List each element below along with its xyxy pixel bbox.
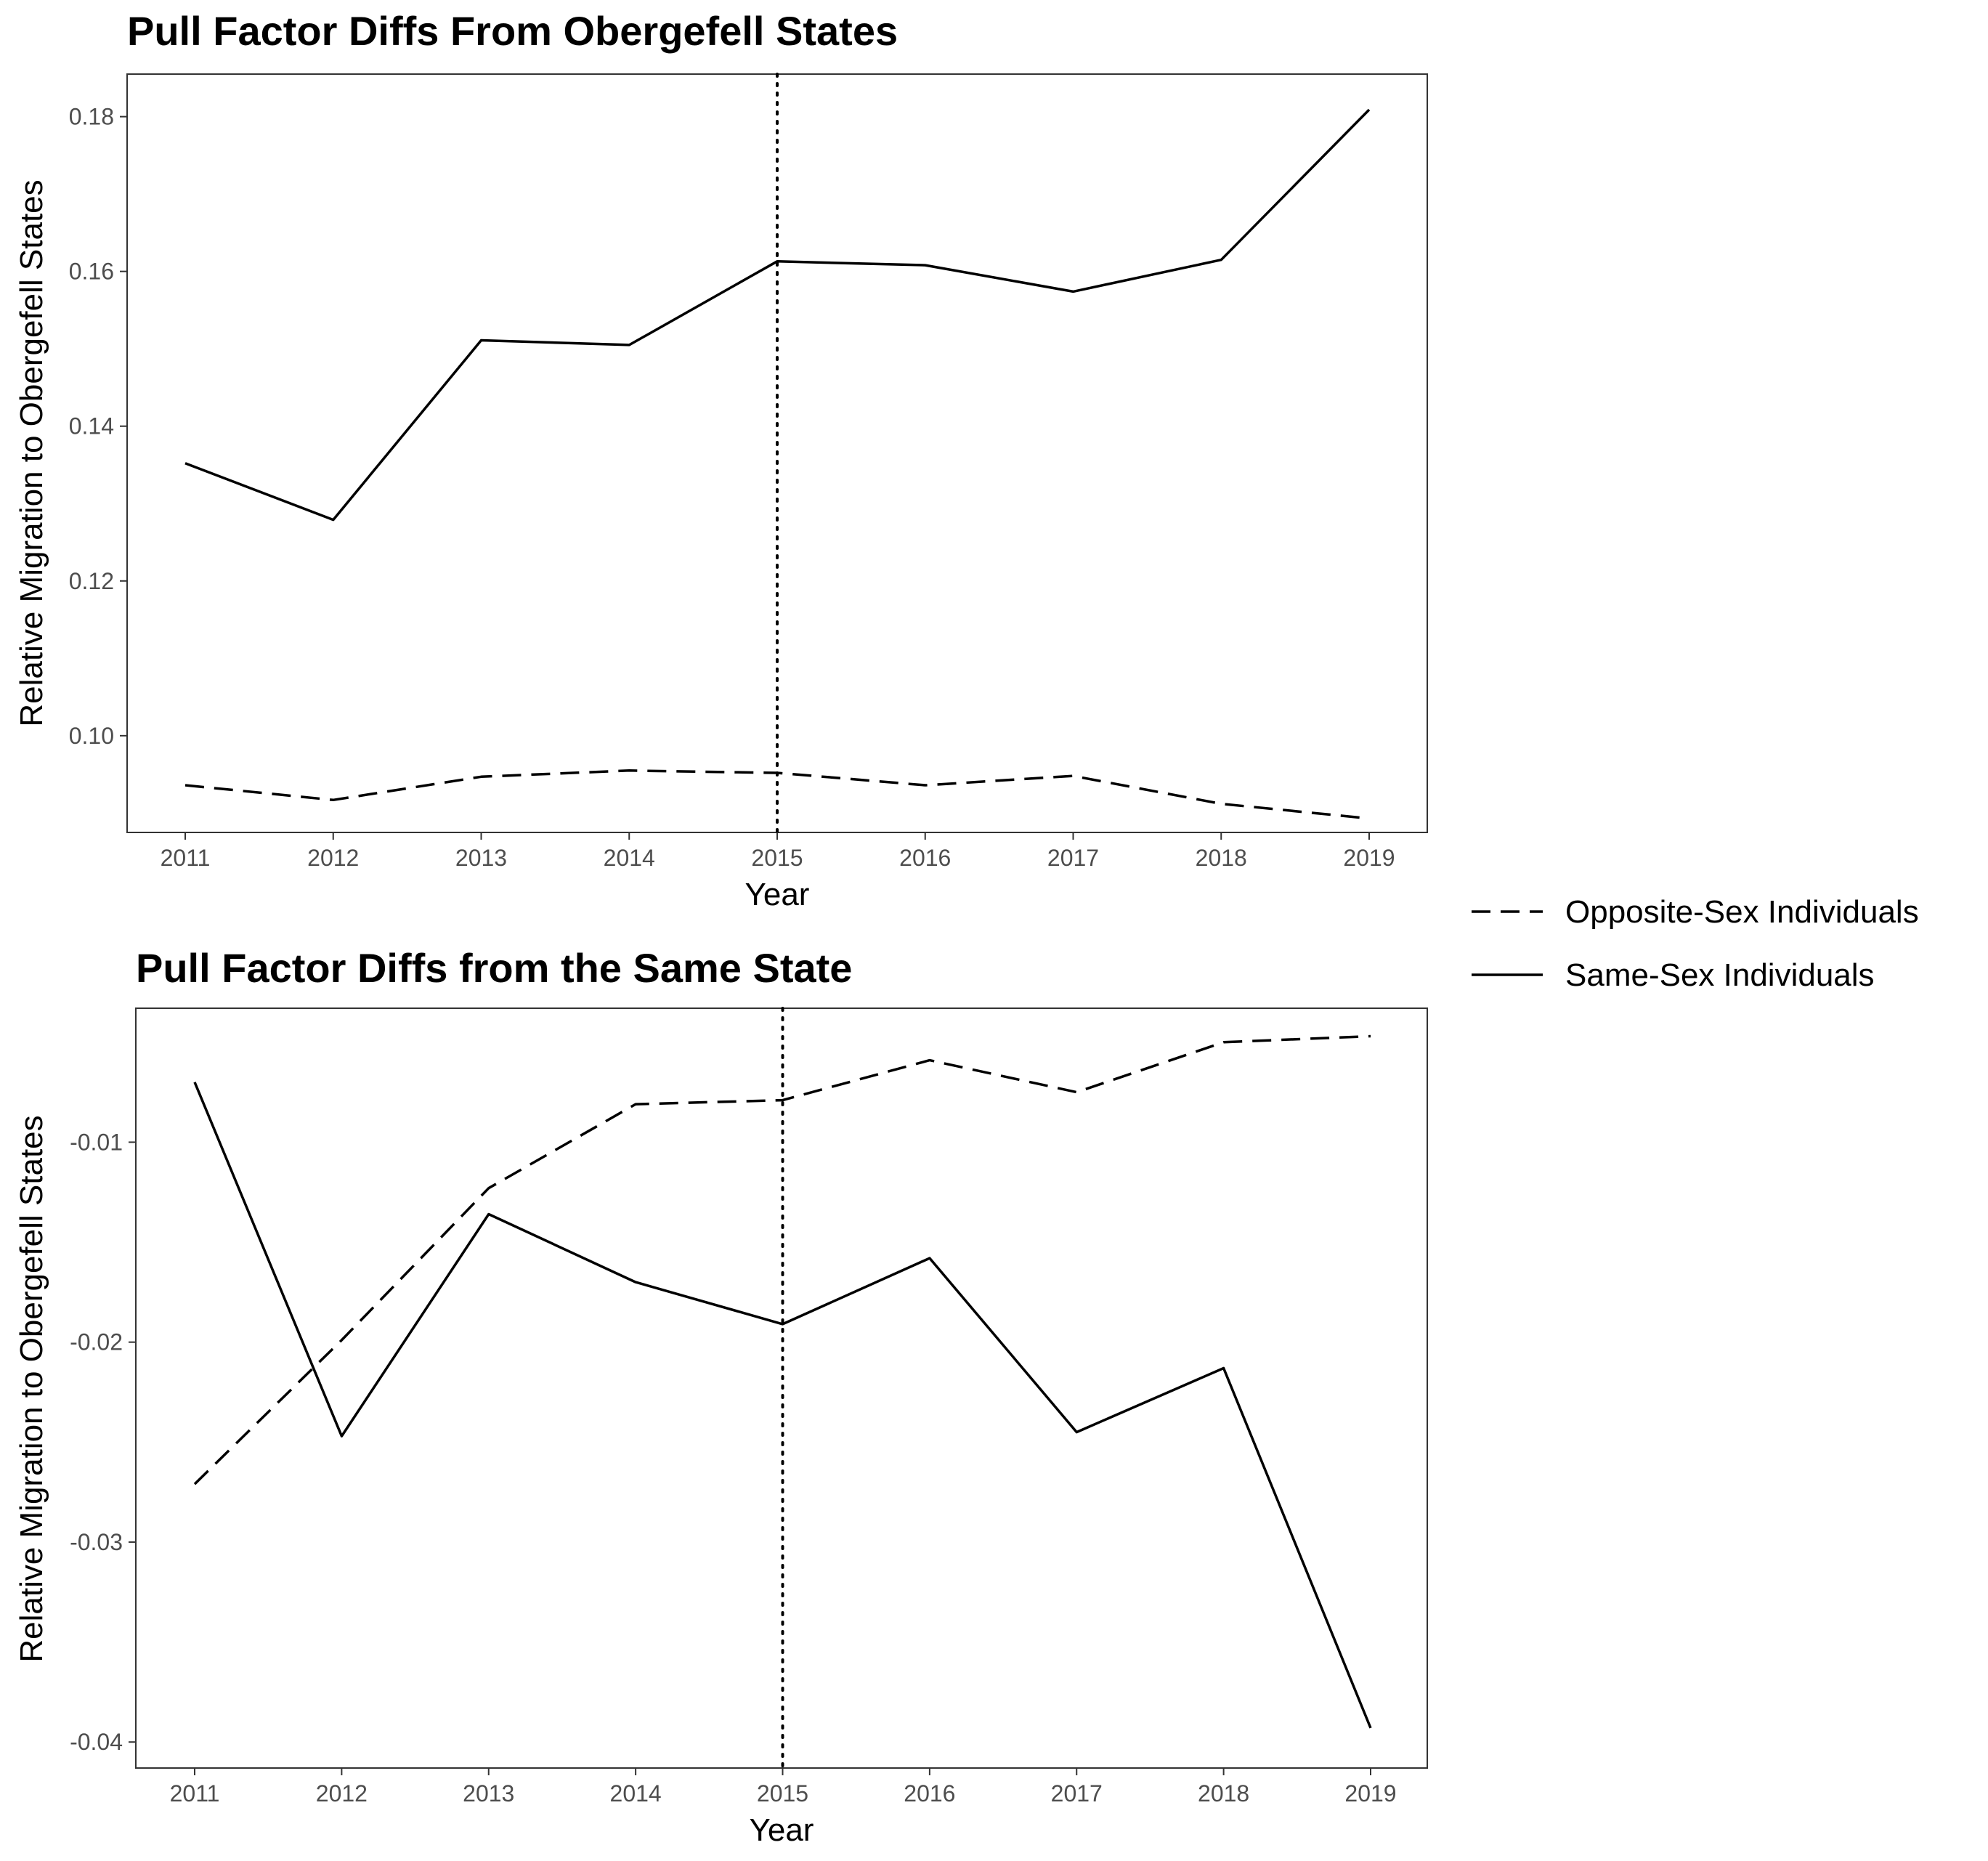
y-tick-label: -0.04 <box>70 1729 123 1755</box>
x-tick-label: 2011 <box>161 845 211 871</box>
x-tick-label: 2019 <box>1343 845 1395 871</box>
y-tick-label: 0.16 <box>69 259 114 285</box>
series-line-same-sex <box>193 1082 1372 1729</box>
x-tick-label: 2018 <box>1196 845 1247 871</box>
y-tick-label: -0.01 <box>70 1129 123 1155</box>
x-tick-label: 2019 <box>1344 1780 1396 1807</box>
legend-label: Same-Sex Individuals <box>1565 957 1875 993</box>
y-tick-label: 0.18 <box>69 104 114 130</box>
legend-label: Opposite-Sex Individuals <box>1565 894 1919 930</box>
legend: Opposite-Sex Individuals Same-Sex Indivi… <box>1472 894 1919 993</box>
x-tick-label: 2018 <box>1198 1780 1249 1807</box>
series-line-same-sex <box>184 108 1371 522</box>
y-tick-label: -0.02 <box>70 1329 123 1355</box>
chart-bottom: Pull Factor Diffs from the Same State 20… <box>14 945 1428 1848</box>
x-tick-label: 2016 <box>899 845 951 871</box>
series-line-opposite-sex <box>193 1034 1371 1485</box>
chart-title: Pull Factor Diffs from the Same State <box>136 945 852 991</box>
x-tick-label: 2014 <box>610 1780 662 1807</box>
y-tick-label: -0.03 <box>70 1529 123 1555</box>
x-tick-label: 2012 <box>316 1780 368 1807</box>
y-axis-title: Relative Migration to Obergefell States <box>14 179 49 726</box>
legend-item: Same-Sex Individuals <box>1472 957 1875 993</box>
x-tick-label: 2015 <box>757 1780 808 1807</box>
x-tick-label: 2012 <box>307 845 359 871</box>
x-tick-label: 2015 <box>751 845 803 871</box>
x-axis-title: Year <box>745 877 810 912</box>
x-tick-label: 2011 <box>170 1780 220 1807</box>
series-line-opposite-sex <box>184 769 1370 820</box>
x-tick-label: 2017 <box>1047 845 1099 871</box>
x-tick-label: 2016 <box>904 1780 955 1807</box>
x-tick-label: 2013 <box>455 845 507 871</box>
x-tick-label: 2014 <box>604 845 655 871</box>
y-axis-title: Relative Migration to Obergefell States <box>14 1115 49 1662</box>
x-axis-title: Year <box>750 1812 814 1848</box>
y-tick-label: 0.10 <box>69 723 114 749</box>
chart-top: Pull Factor Diffs From Obergefell States… <box>14 8 1428 912</box>
y-tick-label: 0.12 <box>69 568 114 594</box>
x-tick-label: 2017 <box>1051 1780 1103 1807</box>
legend-item: Opposite-Sex Individuals <box>1472 894 1919 930</box>
x-tick-label: 2013 <box>463 1780 514 1807</box>
chart-title: Pull Factor Diffs From Obergefell States <box>127 8 898 54</box>
y-tick-label: 0.14 <box>69 413 114 439</box>
